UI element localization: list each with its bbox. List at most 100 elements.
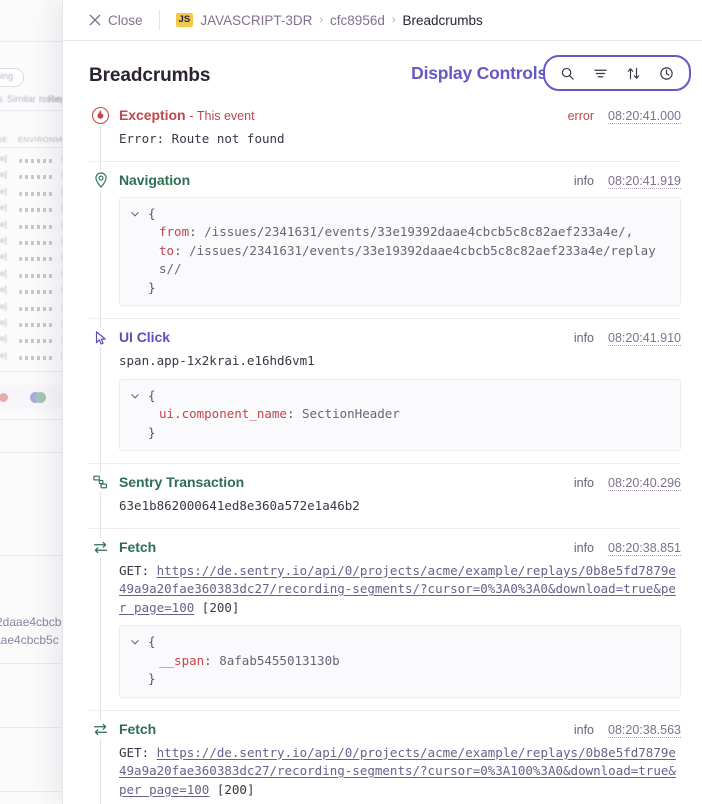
platform-badge-js: JS <box>175 13 194 27</box>
breadcrumb-description: Error: Route not found <box>119 131 285 146</box>
breadcrumb-separator-icon: › <box>391 14 396 26</box>
breadcrumb-title: Exception <box>119 107 186 123</box>
breadcrumb-row-header: Fetch info 08:20:38.563 <box>119 721 681 738</box>
breadcrumb-data-block: {ui.component_name: SectionHeader} <box>119 378 681 451</box>
sort-icon <box>627 67 640 79</box>
backdrop-cell: lue] <box>0 203 7 213</box>
close-button-label: Close <box>108 12 143 28</box>
breadcrumb-timestamp[interactable]: 08:20:41.910 <box>608 331 681 346</box>
breadcrumb-url-link[interactable]: https://de.sentry.io/api/0/projects/acme… <box>119 744 676 797</box>
breadcrumb-title: Fetch <box>119 720 157 737</box>
data-entry: __span: 8afab5455013130b <box>130 652 670 671</box>
breadcrumb-type-icon <box>91 106 110 125</box>
breadcrumb-row-meta: info 08:20:41.910 <box>574 331 681 346</box>
data-block-toggle[interactable]: { <box>130 387 670 406</box>
data-entry: from: /issues/2341631/events/33e19392daa… <box>130 223 670 242</box>
backdrop-tab-0: s <box>0 94 3 105</box>
breadcrumb-separator-icon: › <box>319 14 324 26</box>
backdrop-chip-label: ngoing <box>0 71 14 81</box>
backdrop-redacted-cell <box>19 339 55 344</box>
clock-icon <box>660 66 673 80</box>
search-button[interactable] <box>551 60 584 86</box>
data-entry-colon: : <box>286 406 302 421</box>
backdrop-redacted-cell <box>19 306 55 311</box>
backdrop-redacted-cell <box>19 224 55 229</box>
breadcrumb-row[interactable]: UI Click info 08:20:41.910 span.app-1x2krai… <box>89 319 681 464</box>
breadcrumb-description: span.app-1x2krai.e16hd6vm1 <box>119 353 315 368</box>
open-brace: { <box>148 205 156 221</box>
backdrop-redacted-cell <box>19 273 55 278</box>
backdrop-cell: lue] <box>0 154 7 163</box>
breadcrumb-timestamp[interactable]: 08:20:40.296 <box>608 476 681 491</box>
chevron-down-icon[interactable] <box>130 209 140 219</box>
display-controls-annotation: Display Controls <box>411 63 547 83</box>
breadcrumb-type-icon <box>91 328 110 347</box>
data-block-toggle[interactable]: { <box>130 633 670 652</box>
transaction-node-icon <box>93 475 108 489</box>
breadcrumb-description: GET: https://de.sentry.io/api/0/projects… <box>119 562 676 615</box>
data-entry-value: /issues/2341631/events/33e19392daae4cbcb… <box>159 242 656 277</box>
cursor-arrow-icon <box>95 330 106 345</box>
time-format-button[interactable] <box>650 60 683 86</box>
backdrop-cell: lue] <box>0 318 7 327</box>
breadcrumb-item-project[interactable]: JAVASCRIPT-3DR <box>200 12 313 28</box>
backdrop-col-0: SE <box>0 135 8 144</box>
breadcrumb-row[interactable]: Sentry Transaction info 08:20:40.296 63e1b8… <box>89 464 681 529</box>
breadcrumb-row[interactable]: Navigation info 08:20:41.919{from: /issues… <box>89 161 681 319</box>
breadcrumb-level-badge: info <box>573 722 594 737</box>
fetch-exchange-icon <box>93 541 108 553</box>
backdrop-cell: lue] <box>0 186 7 196</box>
filter-icon <box>594 69 607 77</box>
sort-button[interactable] <box>617 60 650 86</box>
panel-title-row: Breadcrumbs Display Controls <box>63 41 702 99</box>
backdrop-tab-1: Similar Issues <box>7 94 67 105</box>
breadcrumb-level-badge: info <box>573 173 594 188</box>
open-brace: { <box>148 387 156 403</box>
breadcrumb-type-icon <box>91 537 110 557</box>
backdrop-cell: lue] <box>0 252 7 262</box>
fetch-exchange-icon <box>93 723 108 735</box>
data-entry-key: to <box>159 242 175 258</box>
backdrop-redacted-cell <box>19 208 55 213</box>
data-block-toggle[interactable]: { <box>130 205 670 224</box>
backdrop-cell: lue] <box>0 350 7 360</box>
breadcrumb-item-event[interactable]: cfc8956d <box>330 12 385 28</box>
close-button[interactable]: Close <box>89 13 143 28</box>
backdrop-fragment-b: aae4cbcb5c <box>0 633 59 647</box>
filter-button[interactable] <box>584 60 617 86</box>
breadcrumb-row-meta: error 08:20:41.000 <box>568 109 681 124</box>
backdrop-redacted-cell <box>19 323 55 327</box>
chevron-down-icon[interactable] <box>130 391 140 401</box>
display-controls-group <box>543 55 691 91</box>
breadcrumb-row-meta: info 08:20:41.919 <box>574 174 681 189</box>
breadcrumb-timestamp[interactable]: 08:20:41.919 <box>608 173 681 189</box>
backdrop-cell: lue] <box>0 268 7 278</box>
breadcrumb-timestamp[interactable]: 08:20:38.563 <box>608 722 681 738</box>
breadcrumb-title: Fetch <box>119 538 157 555</box>
breadcrumb-row[interactable]: Fetch info 08:20:38.563 GET: https://de.sen… <box>89 710 681 804</box>
breadcrumb-row-header: UI Click info 08:20:41.910 <box>119 329 681 346</box>
breadcrumb-title: Sentry Transaction <box>119 474 245 490</box>
open-brace: { <box>148 634 156 649</box>
backdrop-col-1: ENVIRONMENT <box>18 135 78 144</box>
breadcrumb-trail: JS JAVASCRIPT-3DR › cfc8956d › Breadcrum… <box>175 12 483 28</box>
breadcrumb-type-icon <box>91 170 110 190</box>
close-x-icon <box>89 14 101 26</box>
breadcrumb-description: GET: https://de.sentry.io/api/0/projects… <box>119 744 676 797</box>
flame-circle-icon <box>91 106 110 125</box>
data-entry-colon: : <box>174 242 190 258</box>
breadcrumb-type-icon <box>91 473 110 492</box>
breadcrumb-timestamp[interactable]: 08:20:41.000 <box>608 109 681 124</box>
breadcrumb-row[interactable]: Exception - This event error 08:20:41.000 E… <box>89 99 681 162</box>
location-pin-icon <box>94 172 107 188</box>
breadcrumb-list[interactable]: Exception - This event error 08:20:41.000 E… <box>63 99 702 804</box>
chevron-down-icon[interactable] <box>130 637 140 647</box>
breadcrumb-row[interactable]: Fetch info 08:20:38.851 GET: https://de.sen… <box>89 528 681 711</box>
breadcrumb-row-meta: info 08:20:40.296 <box>574 476 681 491</box>
breadcrumb-level-badge: info <box>573 540 594 555</box>
breadcrumb-level-badge: info <box>573 476 594 490</box>
data-entry: ui.component_name: SectionHeader <box>130 405 670 424</box>
breadcrumb-url-link[interactable]: https://de.sentry.io/api/0/projects/acme… <box>119 562 676 615</box>
breadcrumb-timestamp[interactable]: 08:20:38.851 <box>608 540 681 556</box>
data-entry-key: from <box>159 224 190 239</box>
